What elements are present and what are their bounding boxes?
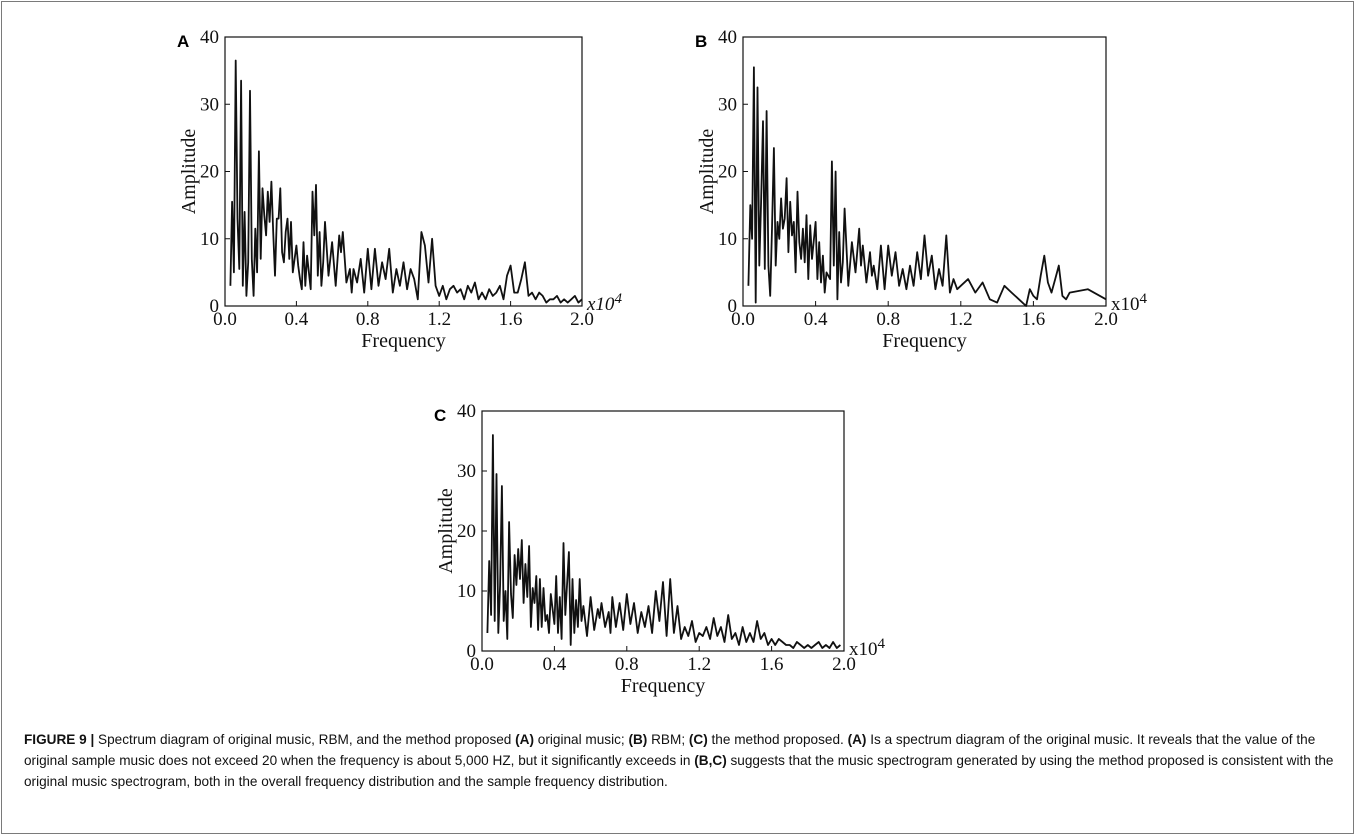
y-tick-label: 10 [200, 229, 219, 250]
caption-text: original music; [534, 732, 629, 747]
y-tick-label: 0 [728, 296, 738, 317]
spectrum-line [747, 66, 1107, 307]
y-tick-label: 20 [457, 521, 476, 542]
caption-ref: (C) [688, 732, 708, 747]
spectrum-line [486, 434, 841, 649]
x-multiplier-label: x104 [586, 291, 622, 315]
caption-ref: (A) [515, 732, 535, 747]
x-tick-label: 1.2 [949, 309, 973, 330]
caption-ref: (A) [847, 732, 867, 747]
x-tick-label: 0.0 [213, 309, 237, 330]
caption-ref: (B) [628, 732, 648, 747]
x-multiplier-label: x104 [1111, 291, 1148, 315]
x-tick-label: 1.6 [1022, 309, 1046, 330]
x-tick-label: 0.8 [615, 654, 639, 675]
x-tick-label: 0.8 [876, 309, 900, 330]
y-tick-label: 10 [457, 581, 476, 602]
caption-figure-label: FIGURE 9 | [24, 732, 95, 747]
y-tick-label: 40 [718, 27, 737, 48]
panel-label: B [695, 32, 707, 51]
x-tick-label: 2.0 [570, 309, 594, 330]
x-tick-label: 1.6 [499, 309, 523, 330]
y-tick-label: 10 [718, 229, 737, 250]
x-axis-title: Frequency [882, 330, 966, 352]
y-tick-label: 0 [210, 296, 220, 317]
caption-text: the method proposed. [707, 732, 848, 747]
x-multiplier-exponent: 4 [878, 636, 886, 652]
caption-text: Is a spectrum diagram of the original mu… [24, 732, 1316, 768]
x-multiplier-base: x10 [1111, 294, 1140, 315]
x-multiplier-base: x10 [849, 639, 878, 660]
y-tick-label: 40 [457, 401, 476, 422]
y-tick-label: 30 [200, 94, 219, 115]
y-tick-label: 20 [200, 162, 219, 183]
y-tick-label: 0 [467, 641, 477, 662]
caption-text: Spectrum diagram of original music, RBM,… [94, 732, 516, 747]
x-axis-title: Frequency [621, 675, 705, 697]
x-tick-label: 2.0 [1094, 309, 1118, 330]
y-axis-title: Amplitude [696, 129, 718, 215]
caption-text: suggests that the music spectrogram gene… [24, 753, 1334, 789]
x-tick-label: 1.2 [687, 654, 711, 675]
y-tick-label: 30 [718, 94, 737, 115]
y-tick-label: 40 [200, 27, 219, 48]
caption-text: RBM; [647, 732, 689, 747]
x-tick-label: 0.4 [285, 309, 309, 330]
x-multiplier-base: x10 [586, 294, 615, 315]
x-tick-label: 0.4 [804, 309, 828, 330]
panel-label: C [434, 406, 446, 425]
x-multiplier-label: x104 [849, 636, 886, 660]
y-tick-label: 20 [718, 162, 737, 183]
x-multiplier-exponent: 4 [614, 291, 622, 307]
x-tick-label: 1.2 [427, 309, 451, 330]
y-axis-title: Amplitude [435, 488, 457, 574]
x-tick-label: 0.0 [470, 654, 494, 675]
x-tick-label: 0.0 [731, 309, 755, 330]
plot-frame [742, 36, 1107, 307]
x-tick-label: 0.8 [356, 309, 380, 330]
x-tick-label: 2.0 [832, 654, 856, 675]
y-tick-label: 30 [457, 461, 476, 482]
x-tick-label: 1.6 [760, 654, 784, 675]
panel-label: A [177, 32, 189, 51]
figure-caption: FIGURE 9 | Spectrum diagram of original … [24, 729, 1334, 792]
x-tick-label: 0.4 [543, 654, 567, 675]
spectrum-line [229, 59, 583, 304]
y-axis-title: Amplitude [178, 129, 200, 215]
x-multiplier-exponent: 4 [1140, 291, 1148, 307]
x-axis-title: Frequency [361, 330, 445, 352]
caption-ref: (B,C) [694, 753, 727, 768]
plot-frame [481, 410, 845, 652]
